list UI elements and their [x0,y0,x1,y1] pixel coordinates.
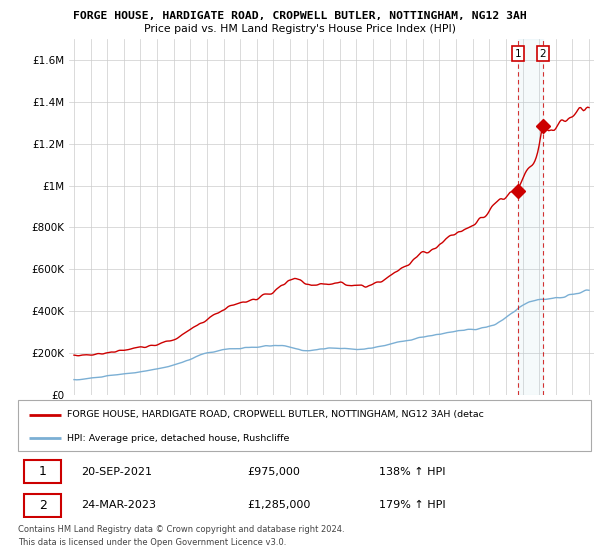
Text: FORGE HOUSE, HARDIGATE ROAD, CROPWELL BUTLER, NOTTINGHAM, NG12 3AH: FORGE HOUSE, HARDIGATE ROAD, CROPWELL BU… [73,11,527,21]
Bar [518,39,543,395]
Text: HPI: Average price, detached house, Rushcliffe: HPI: Average price, detached house, Rush… [67,433,289,443]
Text: Price paid vs. HM Land Registry's House Price Index (HPI): Price paid vs. HM Land Registry's House … [144,24,456,34]
Text: 24-MAR-2023: 24-MAR-2023 [81,500,156,510]
Text: £975,000: £975,000 [247,466,300,477]
FancyBboxPatch shape [24,460,61,483]
FancyBboxPatch shape [24,493,61,517]
Text: 2: 2 [539,49,547,59]
Text: Contains HM Land Registry data © Crown copyright and database right 2024.: Contains HM Land Registry data © Crown c… [18,525,344,534]
Text: This data is licensed under the Open Government Licence v3.0.: This data is licensed under the Open Gov… [18,538,286,547]
Text: 1: 1 [39,465,47,478]
Text: £1,285,000: £1,285,000 [247,500,311,510]
Text: 179% ↑ HPI: 179% ↑ HPI [379,500,446,510]
Text: FORGE HOUSE, HARDIGATE ROAD, CROPWELL BUTLER, NOTTINGHAM, NG12 3AH (detac: FORGE HOUSE, HARDIGATE ROAD, CROPWELL BU… [67,410,484,419]
Text: 138% ↑ HPI: 138% ↑ HPI [379,466,445,477]
Text: 20-SEP-2021: 20-SEP-2021 [81,466,152,477]
Text: 2: 2 [39,498,47,512]
Text: 1: 1 [515,49,521,59]
